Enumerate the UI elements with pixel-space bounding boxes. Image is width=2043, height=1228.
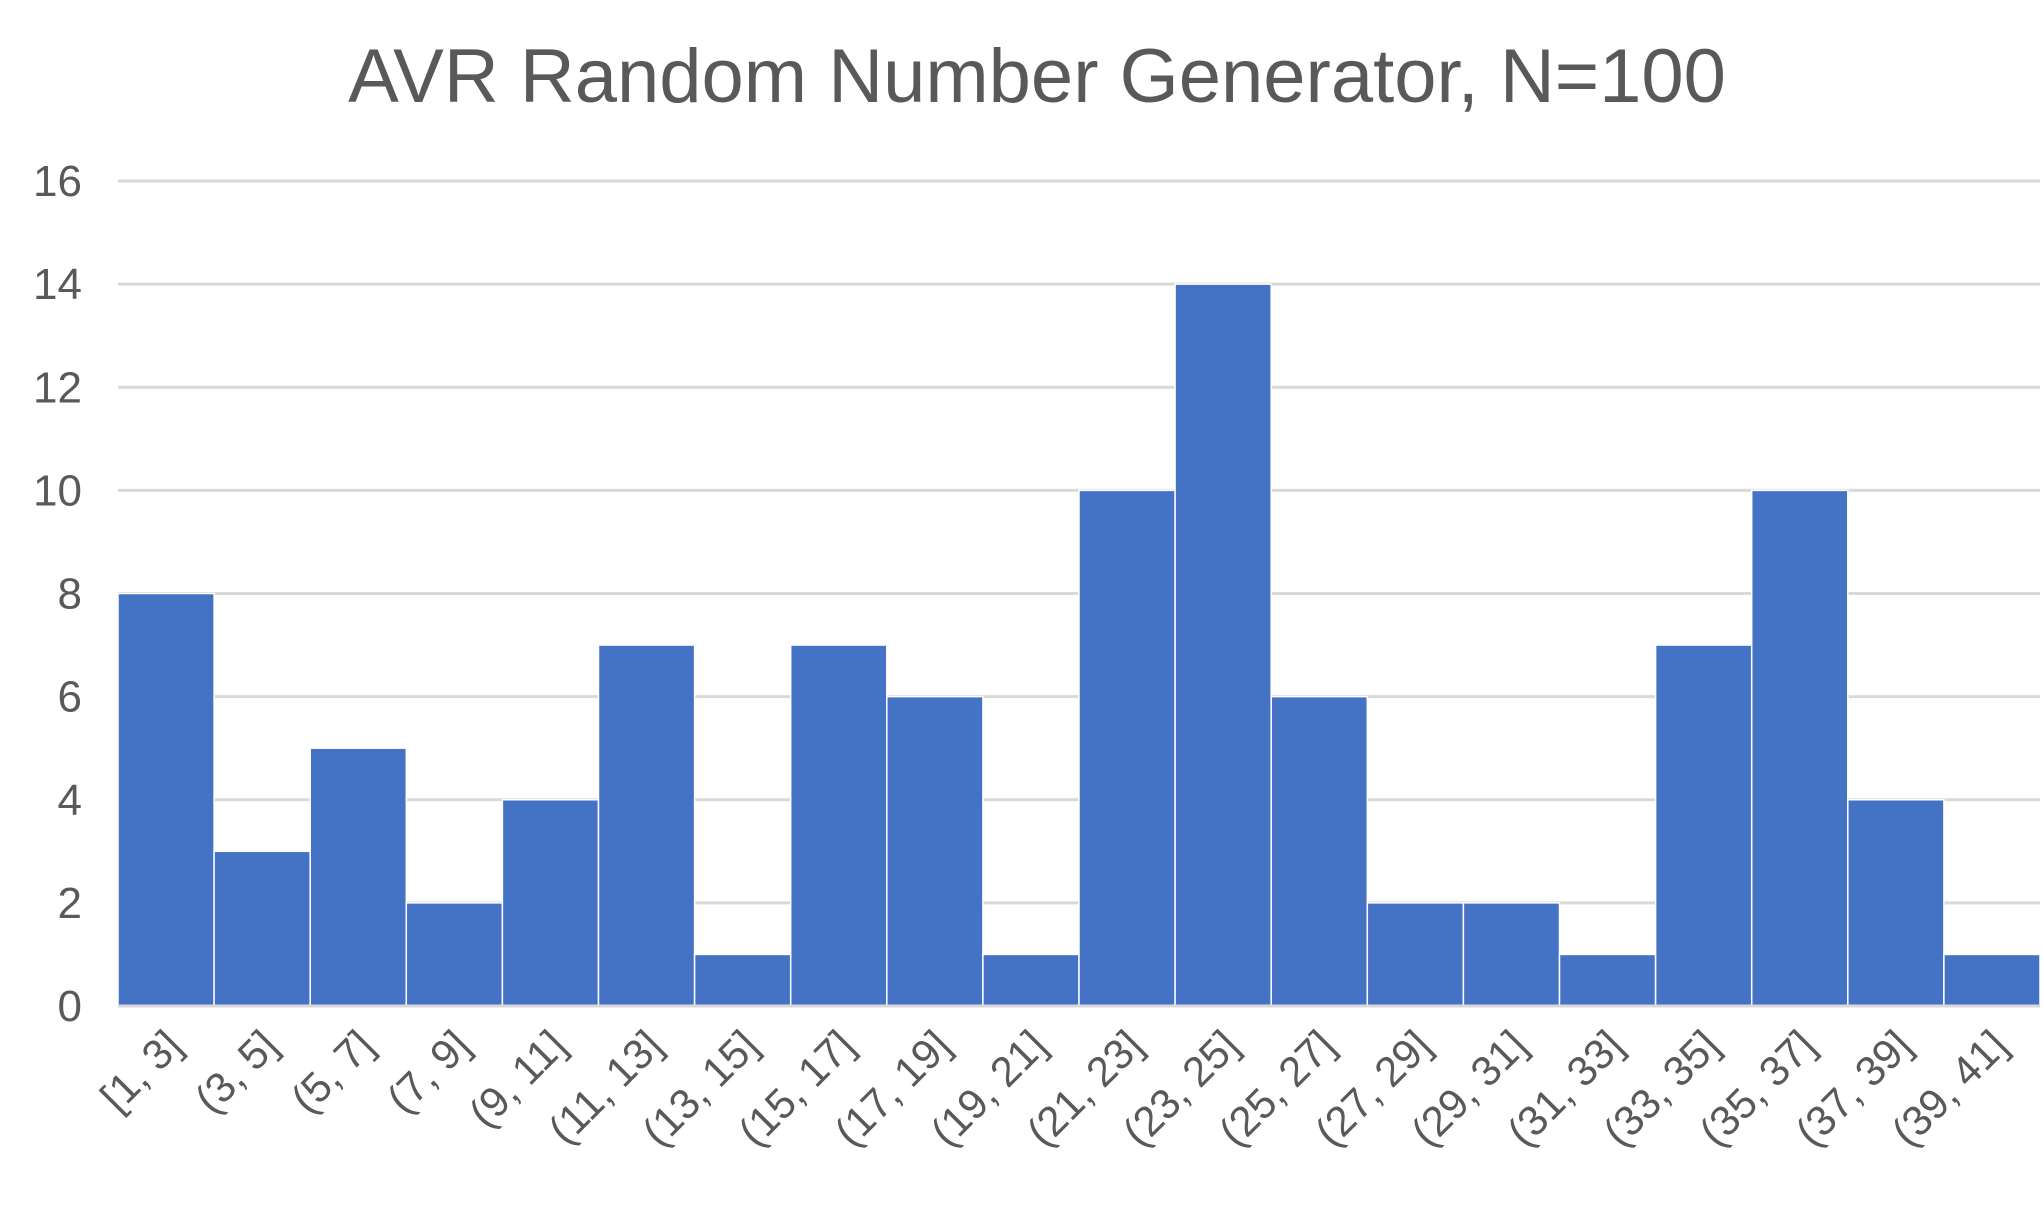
bar — [693, 953, 792, 1007]
bar — [501, 799, 600, 1007]
bar — [886, 695, 984, 1007]
y-tick-label: 14 — [33, 260, 82, 309]
bar — [982, 953, 1080, 1007]
bar — [1174, 283, 1272, 1007]
y-tick-label: 2 — [58, 879, 82, 928]
x-tick-label: (5, 7] — [282, 1021, 383, 1122]
x-tick-label: [1, 3] — [91, 1021, 190, 1120]
bar — [213, 850, 311, 1007]
bar — [1943, 953, 2041, 1007]
bar — [1558, 953, 1657, 1007]
bar — [1078, 489, 1176, 1007]
x-axis-ticks: [1, 3](3, 5](5, 7](7, 9](9, 11](11, 13](… — [91, 1021, 2016, 1155]
y-tick-label: 8 — [58, 570, 82, 619]
y-tick-label: 6 — [58, 673, 82, 722]
bar — [1654, 644, 1753, 1007]
bar — [1462, 902, 1561, 1007]
x-tick-label: (3, 5] — [186, 1021, 287, 1122]
bar — [789, 644, 888, 1007]
y-tick-label: 16 — [33, 157, 82, 206]
y-tick-label: 0 — [58, 982, 82, 1031]
y-tick-label: 12 — [33, 363, 82, 412]
y-axis-ticks: 0 2 4 6 8 10 12 14 16 — [33, 157, 82, 1031]
y-tick-label: 4 — [58, 776, 82, 825]
bar — [117, 592, 215, 1007]
bar — [1366, 902, 1465, 1007]
y-tick-label: 10 — [33, 466, 82, 515]
bar — [1847, 799, 1945, 1007]
bar — [1750, 489, 1849, 1007]
bar — [405, 902, 504, 1007]
bar — [1270, 695, 1369, 1007]
bar — [597, 644, 696, 1007]
bar — [309, 747, 408, 1007]
chart-title: AVR Random Number Generator, N=100 — [348, 34, 1726, 119]
bars — [117, 283, 2041, 1007]
